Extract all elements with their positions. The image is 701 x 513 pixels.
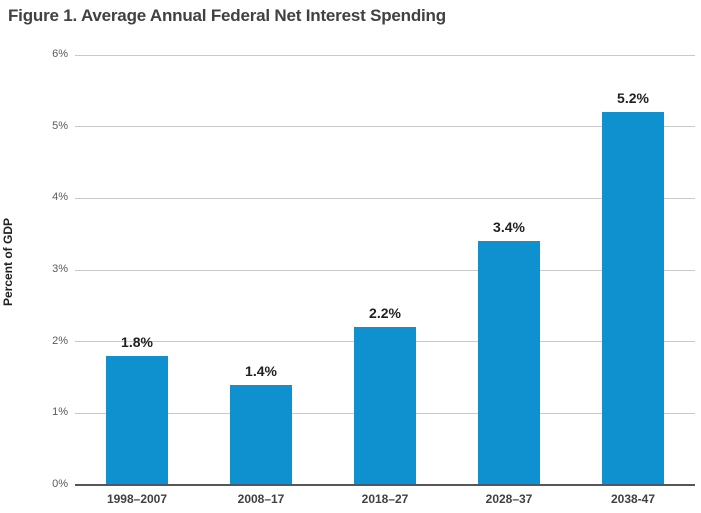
bar bbox=[354, 327, 416, 485]
gridline bbox=[75, 269, 695, 271]
bar bbox=[602, 112, 664, 485]
y-tick-label: 1% bbox=[52, 406, 68, 419]
bar bbox=[230, 384, 292, 485]
gridline bbox=[75, 126, 695, 128]
y-tick-label: 6% bbox=[52, 48, 68, 60]
x-tick-label: 2008–17 bbox=[237, 492, 285, 506]
y-tick-label: 2% bbox=[52, 334, 68, 347]
bar-value-label: 3.4% bbox=[493, 219, 525, 236]
bar-value-label: 2.2% bbox=[369, 305, 401, 322]
bar-value-label: 1.4% bbox=[245, 362, 277, 379]
bar-value-label: 5.2% bbox=[617, 90, 649, 107]
x-tick-label: 1998–2007 bbox=[106, 492, 168, 506]
bar bbox=[478, 241, 540, 485]
x-tick-label: 2038-47 bbox=[610, 492, 656, 506]
bar-value-label: 1.8% bbox=[121, 334, 153, 350]
gridline bbox=[75, 197, 695, 199]
bar bbox=[106, 356, 168, 485]
x-tick-label: 2028–37 bbox=[485, 492, 533, 506]
y-tick-label: 5% bbox=[52, 119, 68, 132]
y-tick-label: 4% bbox=[52, 191, 68, 204]
y-tick-label: 3% bbox=[52, 263, 68, 275]
x-axis-line bbox=[75, 484, 695, 486]
x-tick-label: 2018–27 bbox=[361, 492, 409, 506]
y-tick-label: 0% bbox=[52, 478, 68, 490]
figure-title: Figure 1. Average Annual Federal Net Int… bbox=[8, 6, 446, 25]
gridline bbox=[75, 54, 695, 56]
